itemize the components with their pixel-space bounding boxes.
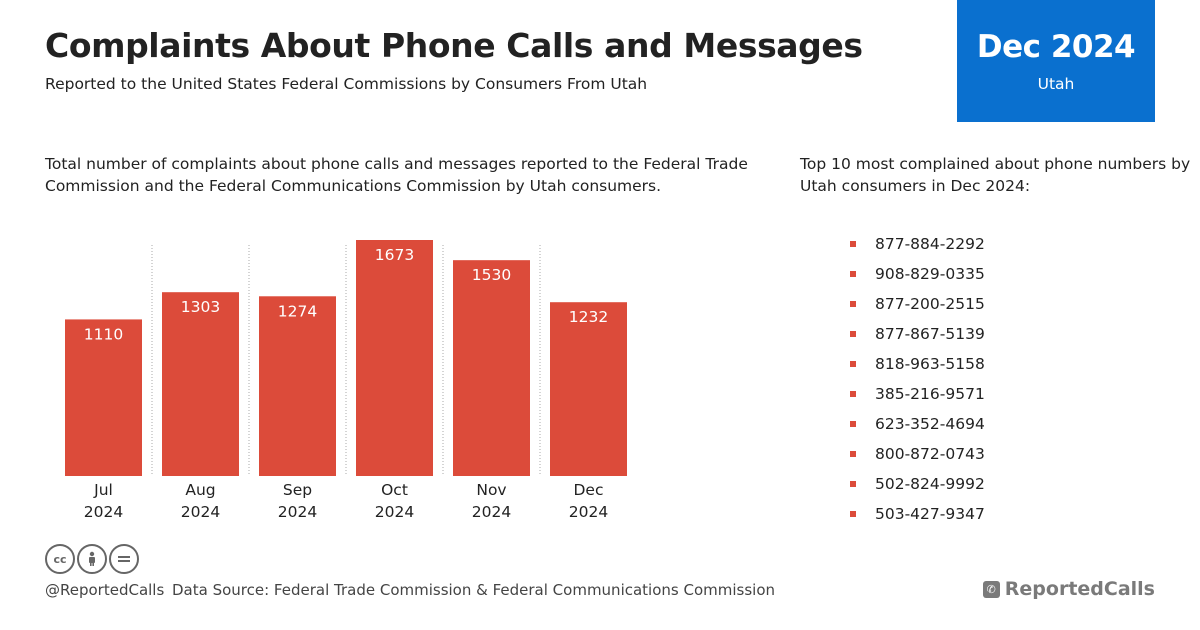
phone-number: 502-824-9992 bbox=[875, 475, 985, 493]
top-numbers-list: 877-884-2292 908-829-0335 877-200-2515 8… bbox=[850, 233, 985, 533]
page-title: Complaints About Phone Calls and Message… bbox=[45, 26, 863, 65]
bar bbox=[162, 292, 239, 476]
bar-value-label: 1530 bbox=[472, 266, 511, 284]
bullet-icon bbox=[850, 361, 856, 367]
list-item[interactable]: 818-963-5158 bbox=[850, 353, 985, 383]
bar-chart: 1110 Jul 2024 1303 Aug 2024 1274 Sep 2024 1673 Oct… bbox=[45, 230, 645, 530]
bullet-icon bbox=[850, 271, 856, 277]
brand-logo[interactable]: ✆ ReportedCalls bbox=[982, 578, 1155, 600]
bar-value-label: 1303 bbox=[181, 298, 220, 316]
list-item[interactable]: 877-884-2292 bbox=[850, 233, 985, 263]
x-tick-label: Oct bbox=[381, 481, 408, 499]
phone-number: 503-427-9347 bbox=[875, 505, 985, 523]
bullet-icon bbox=[850, 391, 856, 397]
bullet-icon bbox=[850, 511, 856, 517]
license-icons: cc bbox=[45, 544, 139, 574]
equals-glyph bbox=[118, 556, 130, 562]
bullet-icon bbox=[850, 451, 856, 457]
x-tick-label: 2024 bbox=[181, 503, 220, 521]
phone-number: 908-829-0335 bbox=[875, 265, 985, 283]
phone-number: 800-872-0743 bbox=[875, 445, 985, 463]
bar-value-label: 1232 bbox=[569, 308, 608, 326]
bullet-icon bbox=[850, 421, 856, 427]
list-item[interactable]: 385-216-9571 bbox=[850, 383, 985, 413]
bar-value-label: 1673 bbox=[375, 246, 414, 264]
social-handle[interactable]: @ReportedCalls bbox=[45, 581, 165, 599]
bar bbox=[259, 296, 336, 476]
bar bbox=[453, 260, 530, 476]
x-tick-label: Sep bbox=[283, 481, 312, 499]
date-badge-region: Utah bbox=[1037, 75, 1075, 93]
list-item[interactable]: 623-352-4694 bbox=[850, 413, 985, 443]
bar bbox=[356, 240, 433, 476]
bar-value-label: 1274 bbox=[278, 302, 317, 320]
x-tick-label: 2024 bbox=[278, 503, 317, 521]
phone-number: 818-963-5158 bbox=[875, 355, 985, 373]
bar bbox=[65, 319, 142, 476]
x-tick-label: Nov bbox=[476, 481, 506, 499]
bullet-icon bbox=[850, 241, 856, 247]
list-item[interactable]: 800-872-0743 bbox=[850, 443, 985, 473]
list-item[interactable]: 502-824-9992 bbox=[850, 473, 985, 503]
phone-number: 877-884-2292 bbox=[875, 235, 985, 253]
x-tick-label: Jul bbox=[93, 481, 113, 499]
bar-chart-svg: 1110 Jul 2024 1303 Aug 2024 1274 Sep 2024 1673 Oct… bbox=[65, 240, 627, 521]
by-icon bbox=[77, 544, 107, 574]
phone-icon: ✆ bbox=[982, 580, 1000, 598]
x-tick-label: 2024 bbox=[569, 503, 608, 521]
phone-number: 877-200-2515 bbox=[875, 295, 985, 313]
date-badge-period: Dec 2024 bbox=[976, 29, 1136, 65]
list-item[interactable]: 877-867-5139 bbox=[850, 323, 985, 353]
chart-description: Total number of complaints about phone c… bbox=[45, 155, 748, 195]
top-numbers-description: Top 10 most complained about phone numbe… bbox=[800, 155, 1191, 195]
page-subtitle: Reported to the United States Federal Co… bbox=[45, 75, 648, 93]
date-badge: Dec 2024 Utah bbox=[957, 0, 1155, 122]
x-tick-label: Dec bbox=[574, 481, 604, 499]
bullet-icon bbox=[850, 481, 856, 487]
x-tick-label: Aug bbox=[185, 481, 215, 499]
x-tick-label: 2024 bbox=[472, 503, 511, 521]
cc-icon: cc bbox=[45, 544, 75, 574]
nd-icon bbox=[109, 544, 139, 574]
phone-number: 877-867-5139 bbox=[875, 325, 985, 343]
brand-name: ReportedCalls bbox=[1004, 578, 1155, 600]
list-item[interactable]: 877-200-2515 bbox=[850, 293, 985, 323]
phone-number: 623-352-4694 bbox=[875, 415, 985, 433]
bullet-icon bbox=[850, 301, 856, 307]
list-item[interactable]: 503-427-9347 bbox=[850, 503, 985, 533]
list-item[interactable]: 908-829-0335 bbox=[850, 263, 985, 293]
x-tick-label: 2024 bbox=[375, 503, 414, 521]
bar bbox=[550, 302, 627, 476]
bar-value-label: 1110 bbox=[84, 325, 123, 343]
data-source: Data Source: Federal Trade Commission & … bbox=[172, 581, 776, 599]
phone-number: 385-216-9571 bbox=[875, 385, 985, 403]
x-tick-label: 2024 bbox=[84, 503, 123, 521]
person-glyph bbox=[89, 551, 95, 566]
bullet-icon bbox=[850, 331, 856, 337]
